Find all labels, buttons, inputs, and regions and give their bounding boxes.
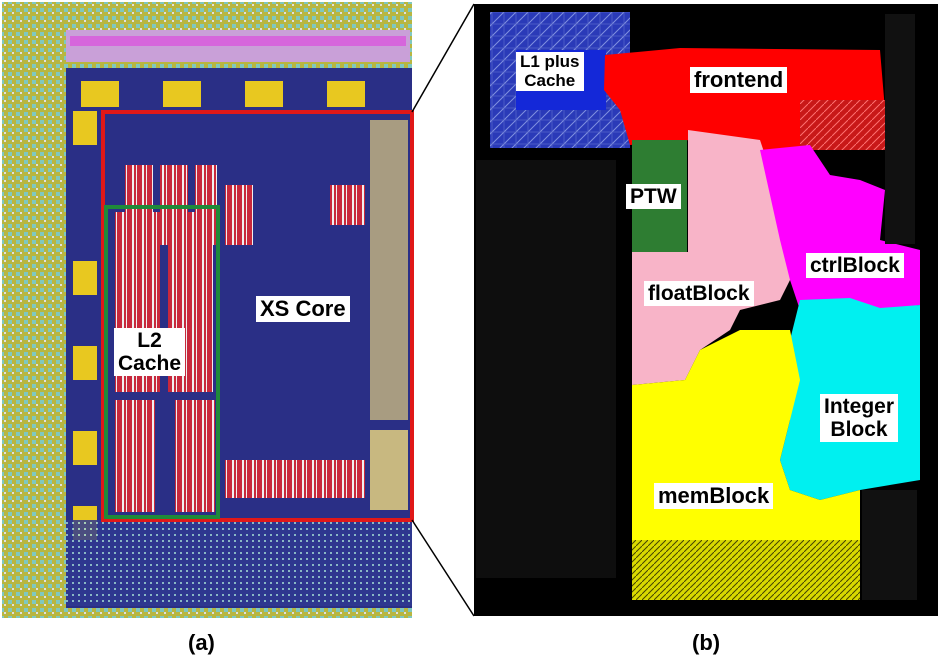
- frontend-block: [604, 48, 885, 170]
- zoom-lines: [411, 3, 475, 617]
- caption-a: (a): [188, 630, 215, 655]
- panel-a: [2, 2, 414, 618]
- label-l2-cache-line2: Cache: [118, 352, 182, 376]
- label-integer-block-line1: Integer: [824, 395, 895, 418]
- label-frontend: frontend: [690, 67, 788, 94]
- cache-arrays: [115, 165, 365, 512]
- label-ctrl-block: ctrlBlock: [806, 253, 904, 279]
- label-xs-core: XS Core: [256, 296, 350, 323]
- label-ptw: PTW: [626, 184, 681, 210]
- mem-block-base: [632, 540, 860, 600]
- label-l1-cache: L1 plus Cache: [516, 52, 584, 92]
- frontend-right: [800, 100, 886, 150]
- right-strip-top: [885, 14, 915, 244]
- top-stripe-detail: [70, 36, 406, 46]
- core-right-block: [370, 430, 408, 510]
- panel-b: [474, 4, 938, 616]
- io-pads-top: [79, 79, 367, 109]
- caption-b: (b): [692, 630, 721, 655]
- label-mem-block: memBlock: [654, 483, 774, 510]
- l2-cache-outline: [104, 205, 220, 519]
- label-l2-cache-line1: L2: [137, 329, 162, 352]
- xs-core-outline: [101, 110, 414, 522]
- bottom-logic: [66, 520, 412, 606]
- empty-region: [476, 160, 616, 578]
- label-l2-cache: L2 Cache: [114, 328, 186, 377]
- label-integer-block: Integer Block: [820, 394, 899, 443]
- core-right-strip: [370, 120, 408, 420]
- label-l1-cache-line2: Cache: [524, 70, 576, 90]
- label-l1-cache-line1: L1 plus: [520, 52, 580, 71]
- float-block: [632, 130, 810, 385]
- label-integer-block-line2: Block: [830, 418, 888, 442]
- right-strip-bottom: [862, 490, 917, 600]
- label-float-block: floatBlock: [644, 281, 754, 307]
